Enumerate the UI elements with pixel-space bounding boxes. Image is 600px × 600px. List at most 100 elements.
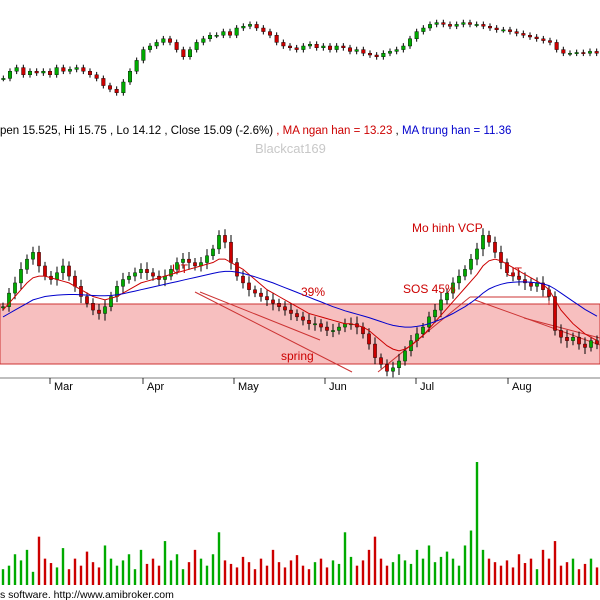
candle-body: [235, 262, 239, 277]
upper-candle-body: [14, 67, 19, 72]
volume-bar: [373, 536, 377, 585]
candle-body: [403, 350, 407, 362]
volume-bar: [517, 554, 521, 585]
upper-candle-body: [241, 26, 246, 29]
volume-bar: [319, 558, 323, 585]
x-tick-label: May: [238, 381, 259, 393]
volume-bar: [361, 560, 365, 585]
candle-body: [121, 279, 125, 287]
volume-bar: [61, 548, 65, 585]
candle-body: [259, 292, 263, 297]
footer-credit: s software. http://www.amibroker.com: [0, 589, 174, 600]
upper-candle-body: [581, 52, 586, 54]
upper-candle-body: [167, 38, 172, 43]
candle-body: [175, 262, 179, 270]
volume-bar: [265, 565, 269, 585]
candle-body: [493, 241, 497, 253]
volume-bar: [343, 532, 347, 585]
volume-bar: [103, 545, 107, 585]
upper-candle-body: [194, 42, 199, 50]
upper-candle-body: [127, 70, 132, 83]
candle-body: [517, 275, 521, 280]
volume-bar: [463, 545, 467, 585]
candle-body: [481, 235, 485, 250]
upper-candle-body: [1, 78, 6, 80]
candle-body: [151, 272, 155, 277]
upper-candle-body: [394, 49, 399, 52]
volume-bar: [235, 567, 239, 585]
candle-body: [211, 248, 215, 256]
volume-bar: [577, 569, 581, 585]
x-axis: Mar Apr May Jun Jul Aug: [0, 377, 600, 393]
ma-short-line: [2, 258, 598, 352]
volume-bar: [25, 549, 29, 585]
volume-bar: [121, 560, 125, 585]
volume-bar: [109, 558, 113, 585]
upper-candle-body: [328, 45, 333, 50]
candle-body: [229, 241, 233, 263]
volume-bar: [559, 565, 563, 585]
x-tick-label: Jul: [420, 381, 434, 393]
volume-bar: [13, 554, 17, 585]
upper-candle-body: [147, 45, 152, 50]
candle-body: [445, 292, 449, 301]
upper-candle-body: [174, 42, 179, 50]
candle-body: [427, 316, 431, 328]
candle-body: [283, 306, 287, 311]
annotation-39pct: 39%: [301, 285, 325, 299]
volume-bar: [355, 565, 359, 585]
upper-candle-body: [274, 35, 279, 43]
candle-body: [277, 303, 281, 307]
candle-body: [523, 279, 527, 284]
upper-candle-body: [161, 38, 166, 43]
main-price-chart: [0, 228, 600, 378]
candle-body: [301, 316, 305, 321]
candle-body: [577, 337, 581, 345]
volume-bar: [541, 549, 545, 585]
upper-candle-body: [448, 24, 453, 27]
volume-bar: [127, 554, 131, 585]
candle-body: [109, 296, 113, 307]
candle-body: [433, 309, 437, 318]
upper-candle-body: [528, 35, 533, 38]
volume-bar: [367, 549, 371, 585]
volume-bar: [55, 567, 59, 585]
x-tick-label: Mar: [54, 381, 73, 393]
volume-bar: [7, 565, 11, 585]
volume-bar: [79, 565, 83, 585]
volume-bar: [67, 569, 71, 585]
candle-body: [205, 255, 209, 263]
upper-candle-body: [87, 70, 92, 75]
ma-short-value: 13.23: [364, 125, 393, 137]
volume-bar: [331, 560, 335, 585]
upper-candle-body: [207, 35, 212, 40]
upper-candle-body: [41, 70, 46, 74]
volume-bar: [37, 536, 41, 585]
upper-candle-body: [268, 31, 273, 36]
volume-bar: [151, 558, 155, 585]
upper-candle-body: [261, 27, 266, 32]
upper-candle-body: [7, 70, 12, 79]
candle-body: [499, 252, 503, 263]
candle-body: [367, 333, 371, 345]
volume-bar: [97, 567, 101, 585]
candle-body: [7, 292, 11, 307]
candle-body: [67, 265, 71, 277]
upper-candle-body: [508, 29, 513, 32]
volume-bar: [505, 560, 509, 585]
upper-candle-body: [414, 31, 419, 40]
candle-body: [43, 265, 47, 277]
candle-body: [475, 248, 479, 260]
volume-bar: [427, 545, 431, 585]
candle-body: [439, 299, 443, 311]
volume-bar: [469, 530, 473, 585]
upper-price-chart: [1, 19, 599, 96]
upper-candle-body: [541, 38, 546, 41]
ut-projection-line: [199, 291, 321, 341]
upper-candle-body: [314, 44, 319, 49]
volume-bar: [43, 558, 47, 585]
volume-bar: [385, 565, 389, 585]
volume-bar: [133, 569, 137, 585]
volume-bar: [205, 565, 209, 585]
upper-candle-body: [141, 49, 146, 61]
